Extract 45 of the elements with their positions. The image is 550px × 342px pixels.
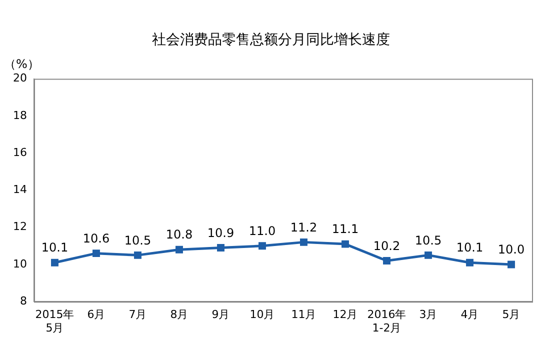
x-tick-label: 3月	[419, 308, 438, 322]
point	[92, 250, 100, 258]
data-label: 10.0	[498, 242, 525, 257]
x-tick-label: 10月	[250, 308, 275, 322]
y-tick-label: 12	[12, 220, 27, 234]
x-tick-label: 8月	[170, 308, 188, 322]
data-label: 10.5	[124, 233, 152, 248]
x-tick-label: 5月	[502, 308, 520, 322]
point	[383, 257, 390, 264]
data-label: 10.9	[207, 226, 234, 240]
point	[176, 246, 183, 254]
x-tick-label: 2015年 5月	[35, 308, 74, 334]
data-label: 10.1	[41, 240, 68, 255]
data-label: 10.2	[373, 238, 400, 253]
data-label: 10.5	[414, 233, 442, 248]
point	[424, 251, 432, 259]
y-tick-label: 10	[12, 257, 27, 270]
point	[466, 258, 474, 266]
y-tick-label: 20	[12, 72, 27, 85]
y-tick-label: 8	[20, 294, 27, 308]
data-label: 10.1	[456, 240, 484, 255]
x-tick-label: 11月	[291, 308, 316, 322]
point	[342, 240, 349, 248]
data-label: 10.8	[166, 228, 193, 242]
point	[508, 260, 515, 268]
point	[134, 251, 142, 259]
x-tick-label: 12月	[332, 308, 358, 322]
x-tick-label: 9月	[212, 308, 230, 322]
y-tick-label: 16	[12, 146, 27, 159]
data-label: 10.6	[82, 231, 110, 246]
y-axis-title: （%）	[4, 56, 40, 71]
point	[300, 238, 308, 246]
data-label: 11.2	[290, 220, 318, 234]
x-tick-label: 7月	[128, 308, 147, 322]
x-tick-label: 6月	[87, 308, 106, 322]
data-label: 11.1	[332, 222, 359, 236]
point	[217, 244, 224, 252]
data-label: 11.0	[248, 224, 276, 238]
y-tick-label: 14	[12, 183, 27, 196]
y-tick-label: 18	[12, 108, 27, 122]
x-tick-label: 2016年 1-2月	[367, 308, 406, 334]
x-tick-label: 4月	[460, 308, 479, 322]
chart-title: 社会消费品零售总额分月同比增长速度	[152, 32, 390, 48]
point	[51, 258, 58, 266]
point	[258, 242, 266, 250]
